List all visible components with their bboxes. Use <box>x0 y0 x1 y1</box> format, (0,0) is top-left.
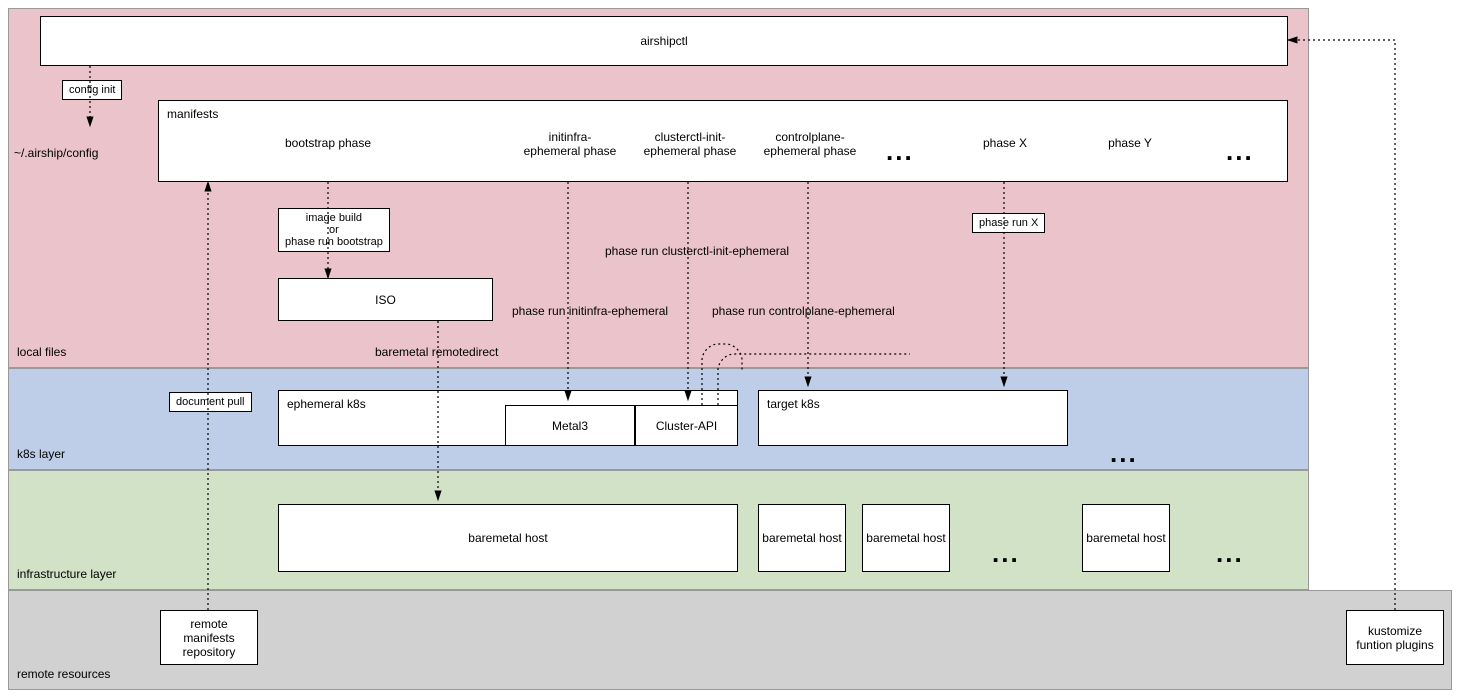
box-cluster-api-text: Cluster-API <box>656 419 717 433</box>
ellipsis-0: ... <box>886 136 914 167</box>
box-baremetal-host-4: baremetal host <box>1082 504 1170 572</box>
box-baremetal-host-4-text: baremetal host <box>1086 531 1165 545</box>
edge-label-run-controlplane: phase run controlplane-ephemeral <box>712 304 895 318</box>
ellipsis-2: ... <box>1110 438 1138 469</box>
label-document-pull: document pull <box>169 392 252 412</box>
phase-initinfra: initinfra- ephemeral phase <box>520 130 620 158</box>
box-baremetal-host-1-text: baremetal host <box>468 531 547 545</box>
phase-bootstrap: bootstrap phase <box>278 136 378 150</box>
layer-local-label: local files <box>17 345 66 359</box>
layer-infra-label: infrastructure layer <box>17 567 116 581</box>
box-airshipctl-text: airshipctl <box>640 34 687 48</box>
box-target-k8s: target k8s <box>758 390 1068 446</box>
box-remote-repo: remote manifests repository <box>160 610 258 665</box>
box-baremetal-host-2: baremetal host <box>758 504 846 572</box>
box-airshipctl: airshipctl <box>40 16 1288 66</box>
layer-remote-label: remote resources <box>17 667 110 681</box>
ellipsis-4: ... <box>1216 538 1244 569</box>
box-metal3-text: Metal3 <box>552 419 588 433</box>
box-kustomize-plugins: kustomize funtion plugins <box>1346 610 1444 665</box>
box-baremetal-host-3: baremetal host <box>862 504 950 572</box>
box-manifests-text: manifests <box>167 107 218 121</box>
edge-label-run-clusterctl: phase run clusterctl-init-ephemeral <box>605 244 789 258</box>
edge-label-baremetal-rd: baremetal remotedirect <box>375 345 498 359</box>
phase-y: phase Y <box>1100 136 1160 150</box>
phase-clusterctl: clusterctl-init- ephemeral phase <box>640 130 740 158</box>
edge-label-run-initinfra: phase run initinfra-ephemeral <box>512 304 668 318</box>
box-baremetal-host-2-text: baremetal host <box>762 531 841 545</box>
layer-k8s-label: k8s layer <box>17 447 65 461</box>
box-remote-repo-text: remote manifests repository <box>163 617 255 659</box>
ellipsis-3: ... <box>992 538 1020 569</box>
label-phase-run-x: phase run X <box>972 213 1045 233</box>
label-config-init: config init <box>62 80 122 100</box>
phase-controlplane: controlplane- ephemeral phase <box>760 130 860 158</box>
box-baremetal-host-3-text: baremetal host <box>866 531 945 545</box>
box-baremetal-host-1: baremetal host <box>278 504 738 572</box>
label-image-build: image build or phase run bootstrap <box>278 208 390 252</box>
box-metal3: Metal3 <box>505 405 635 446</box>
box-kustomize-plugins-text: kustomize funtion plugins <box>1349 624 1441 652</box>
box-iso: ISO <box>278 278 493 321</box>
edge-label-airship-config: ~/.airship/config <box>14 146 98 160</box>
box-cluster-api: Cluster-API <box>635 405 738 446</box>
box-ephemeral-k8s-text: ephemeral k8s <box>287 397 366 411</box>
phase-x: phase X <box>975 136 1035 150</box>
ellipsis-1: ... <box>1226 136 1254 167</box>
box-iso-text: ISO <box>375 293 396 307</box>
box-target-k8s-text: target k8s <box>767 397 820 411</box>
